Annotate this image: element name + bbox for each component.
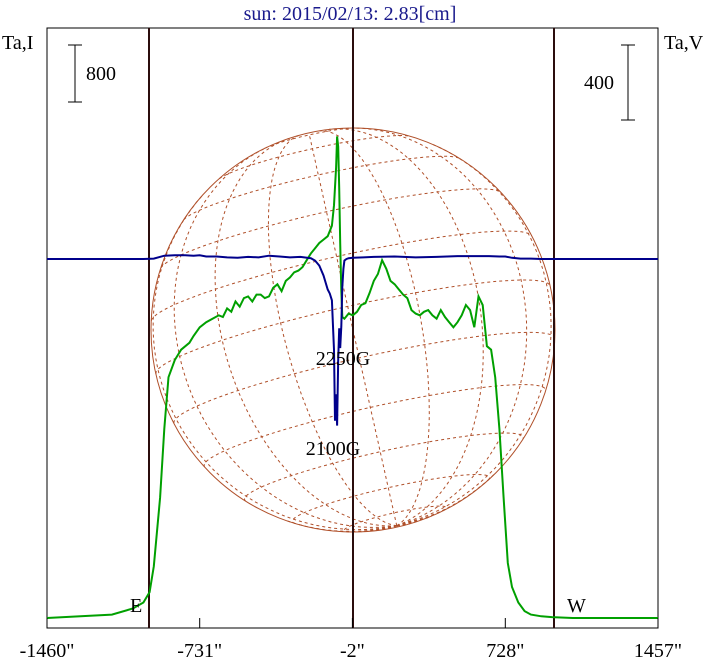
limb-marker-west: W bbox=[567, 595, 586, 617]
y-right-label: Ta,V bbox=[664, 32, 704, 54]
disk-grid-line bbox=[150, 230, 532, 321]
disk-grid-line bbox=[343, 505, 447, 533]
left-scale-bar: 800 bbox=[68, 44, 116, 103]
disk-grid-line bbox=[203, 384, 547, 468]
limb-marker-east: E bbox=[130, 595, 142, 617]
series-polarization-line bbox=[47, 254, 658, 426]
disk-grid-line bbox=[291, 474, 490, 524]
x-axis-ticks: -1460" -731" -2" 728" 1457" bbox=[20, 618, 682, 662]
disk-grid-line bbox=[396, 472, 497, 527]
limb-lines bbox=[148, 28, 555, 628]
series-layer bbox=[46, 136, 658, 619]
disk-grid-line bbox=[243, 432, 524, 502]
disk-grid-line bbox=[173, 331, 556, 424]
disk-grid-line bbox=[308, 132, 398, 526]
annotation-2250g: 2250G bbox=[316, 348, 370, 370]
disk-grid-line bbox=[396, 143, 552, 527]
right-scale-bar: 400 bbox=[584, 44, 635, 121]
disk-grid-line bbox=[267, 135, 397, 527]
disk-grid-line bbox=[173, 147, 397, 528]
x-tick-label: 1457" bbox=[634, 640, 682, 662]
disk-grid-line bbox=[152, 194, 397, 531]
chart-title: sun: 2015/02/13: 2.83[cm] bbox=[244, 3, 457, 25]
disk-grid-line bbox=[160, 188, 501, 269]
x-tick-label: -731" bbox=[177, 640, 222, 662]
disk-grid-line bbox=[284, 519, 397, 532]
x-tick-label: 728" bbox=[486, 640, 524, 662]
disk-grid-line bbox=[354, 127, 528, 527]
x-tick-label: -2" bbox=[340, 640, 365, 662]
disk-grid-line bbox=[319, 130, 430, 527]
disk-grid-line bbox=[214, 137, 397, 527]
left-scale-label: 800 bbox=[86, 63, 116, 85]
x-tick-label: -1460" bbox=[20, 640, 75, 662]
right-scale-label: 400 bbox=[584, 72, 614, 94]
y-left-label: Ta,I bbox=[2, 32, 33, 54]
disk-grid-line bbox=[183, 155, 460, 221]
annotation-2100g: 2100G bbox=[306, 438, 360, 460]
